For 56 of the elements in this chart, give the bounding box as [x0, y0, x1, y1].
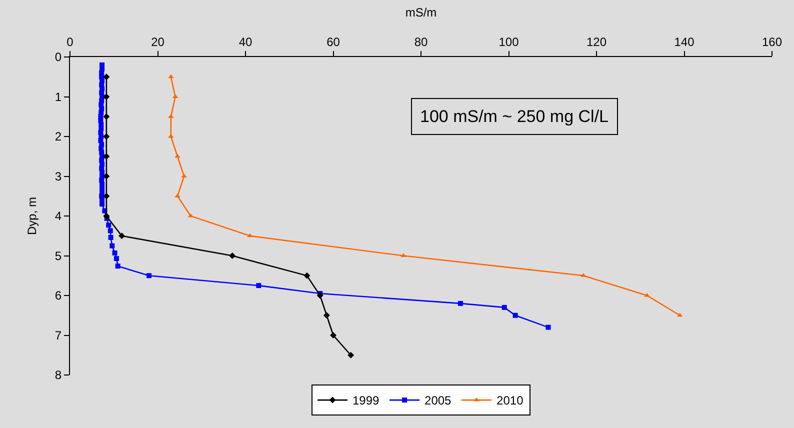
point: [174, 154, 180, 158]
point: [103, 173, 110, 180]
point: [304, 272, 310, 279]
x-tick-label: 160: [762, 35, 782, 50]
legend-label: 1999: [352, 394, 380, 408]
point: [103, 212, 110, 220]
point: [330, 332, 336, 338]
point: [458, 300, 463, 306]
y-tick-label: 6: [54, 288, 62, 303]
annotation: 100 mS/m ~ 250 mg Cl/L: [420, 107, 609, 126]
y-tick-label: 1: [54, 90, 62, 104]
y-tick-label: 3: [54, 169, 62, 184]
point: [256, 283, 262, 288]
point: [103, 192, 110, 200]
point: [316, 292, 324, 299]
x-tick-label: 120: [586, 35, 607, 50]
x-tick-label: 60: [326, 35, 340, 50]
point: [115, 264, 120, 269]
x-tick-label: 140: [674, 35, 695, 50]
x-tick-label: 20: [151, 35, 165, 50]
y-tick-label: 8: [54, 368, 62, 382]
point: [103, 94, 110, 100]
point: [114, 256, 120, 262]
y-axis-title: Dyp, m: [25, 196, 40, 236]
point: [103, 113, 110, 120]
point: [323, 312, 330, 319]
y-tick-label: 7: [54, 328, 62, 342]
point: [229, 252, 236, 259]
y-tick-label: 2: [54, 130, 62, 144]
point: [106, 222, 112, 228]
point: [108, 234, 114, 240]
x-tick-label: 40: [238, 35, 252, 50]
point: [112, 250, 118, 256]
point: [168, 74, 174, 78]
x-tick-label: 100: [498, 35, 520, 50]
legend-label: 2005: [424, 394, 452, 408]
point: [118, 232, 126, 240]
point: [103, 133, 110, 140]
point: [512, 312, 518, 318]
x-tick-label: 0: [66, 35, 74, 50]
x-axis-title: mS/m: [405, 6, 437, 20]
point: [108, 228, 113, 234]
y-tick-label: 4: [54, 209, 62, 224]
point: [100, 202, 105, 207]
point: [247, 233, 253, 238]
legend-label: 2010: [496, 394, 524, 408]
y-tick-label: 5: [54, 248, 62, 263]
x-tick-label: 80: [414, 35, 428, 50]
point: [348, 352, 354, 358]
point: [146, 273, 152, 278]
point: [502, 304, 507, 310]
y-tick-label: 0: [54, 50, 62, 64]
point: [110, 243, 115, 248]
point: [103, 74, 110, 80]
point: [103, 153, 110, 160]
point: [546, 324, 551, 330]
